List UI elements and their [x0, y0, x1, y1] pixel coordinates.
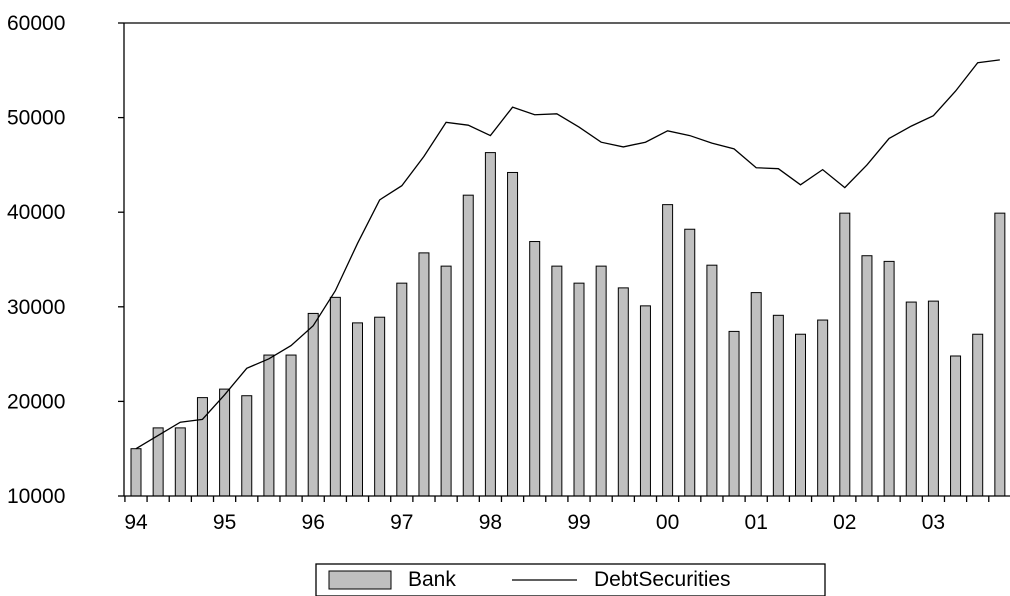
- legend: Bank DebtSecurities: [315, 563, 826, 596]
- legend-label-debtsecurities: DebtSecurities: [594, 568, 731, 591]
- bank-bar: [905, 301, 917, 497]
- x-tick-label: 02: [833, 511, 856, 534]
- bank-bar: [772, 314, 784, 497]
- legend-label-bank: Bank: [408, 568, 456, 591]
- bank-bar: [595, 265, 607, 497]
- y-tick-label: 40000: [7, 201, 65, 224]
- y-tick-label: 30000: [7, 296, 65, 319]
- bank-bar: [241, 395, 253, 497]
- bank-bar: [706, 264, 718, 497]
- bank-bar: [617, 287, 629, 497]
- y-tick-label: 10000: [7, 485, 65, 508]
- x-tick-label: 94: [124, 511, 148, 534]
- bank-bar: [994, 212, 1006, 497]
- bank-bar: [130, 448, 142, 497]
- bank-bar: [950, 355, 962, 497]
- x-tick-label: 98: [479, 511, 502, 534]
- bank-bar: [839, 212, 851, 497]
- bank-bar: [484, 152, 496, 497]
- bank-bar: [927, 300, 939, 497]
- x-tick-label: 95: [213, 511, 236, 534]
- bank-bar: [573, 282, 585, 497]
- y-tick-label: 60000: [7, 12, 65, 35]
- bank-bar: [639, 305, 651, 497]
- y-tick-label: 20000: [7, 390, 65, 413]
- x-tick-label: 01: [745, 511, 768, 534]
- bank-bar: [307, 312, 319, 497]
- bank-bar: [551, 265, 563, 497]
- bank-bar: [662, 204, 674, 497]
- bank-bar: [684, 228, 696, 497]
- x-tick-label: 97: [390, 511, 413, 534]
- x-tick-label: 96: [302, 511, 325, 534]
- bank-bar: [418, 252, 430, 497]
- bank-bar: [529, 241, 541, 497]
- axes: [123, 22, 1010, 497]
- x-axis-ticks: 94 95 96 97 98 99 00 01 02 03: [124, 496, 990, 534]
- bank-bar: [507, 171, 519, 497]
- bank-bar: [396, 282, 408, 497]
- bank-bar: [883, 260, 895, 497]
- bank-bar: [972, 333, 984, 497]
- legend-swatch-bank: [328, 570, 392, 590]
- bank-bar: [263, 354, 275, 497]
- bank-bar: [219, 388, 231, 497]
- bank-bar: [374, 316, 386, 497]
- bank-bar: [196, 397, 208, 497]
- bank-bar: [285, 354, 297, 497]
- x-tick-label: 03: [922, 511, 945, 534]
- y-tick-label: 50000: [7, 107, 65, 130]
- bank-bar: [817, 319, 829, 497]
- bank-bar: [750, 292, 762, 497]
- x-tick-label: 99: [567, 511, 590, 534]
- bank-bar: [462, 194, 474, 497]
- x-tick-label: 00: [656, 511, 679, 534]
- bank-bar: [440, 265, 452, 497]
- debtsecurities-line: [135, 59, 1000, 450]
- bank-bar: [352, 322, 363, 497]
- y-axis-ticks: 10000 20000 30000 40000 50000 60000: [7, 12, 124, 508]
- bank-bar: [795, 333, 806, 497]
- bank-bars: [130, 152, 1006, 497]
- bank-bar: [329, 296, 341, 497]
- bank-bar: [174, 427, 186, 497]
- bank-bar: [861, 255, 873, 497]
- bank-bar: [728, 330, 740, 497]
